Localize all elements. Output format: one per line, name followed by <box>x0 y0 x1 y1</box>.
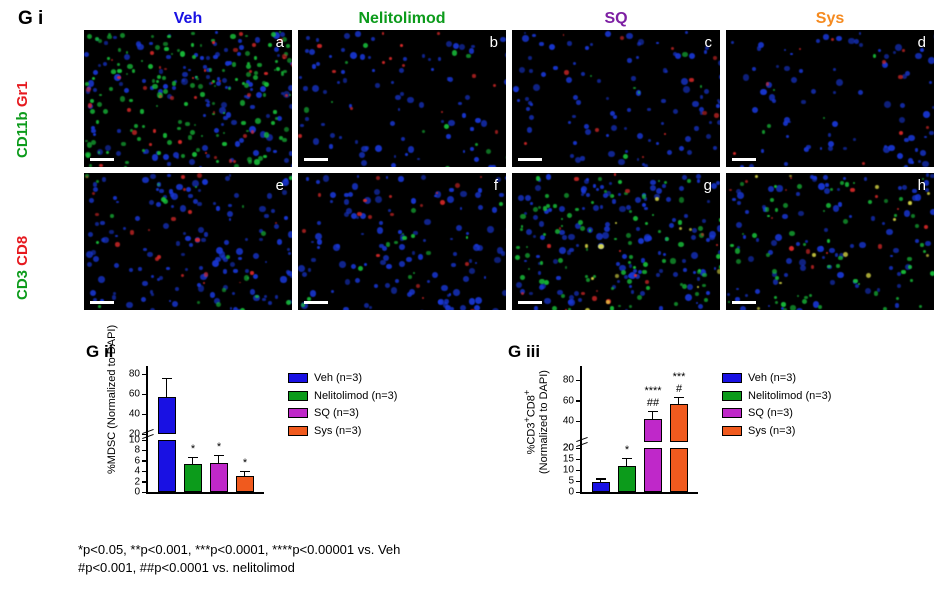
legend-item: Sys (n=3) <box>722 423 831 441</box>
row-marker-bottom: CD3 CD8 <box>14 236 31 300</box>
micrograph-letter: a <box>276 34 284 51</box>
legend-label: Sys (n=3) <box>314 425 361 437</box>
col-hdr-nelitolimod: Nelitolimod <box>298 10 506 28</box>
figure-root: G i CD11b Gr1 CD3 CD8 Veh Nelitolimod SQ… <box>0 0 948 591</box>
col-hdr-sys: Sys <box>726 10 934 28</box>
legend-label: Sys (n=3) <box>748 425 795 437</box>
col-hdr-veh: Veh <box>84 10 292 28</box>
marker-cd3: CD3 <box>14 270 31 300</box>
scale-bar <box>518 301 542 304</box>
legend-label: Veh (n=3) <box>314 372 362 384</box>
legend-item: SQ (n=3) <box>722 405 831 423</box>
legend-label: Nelitolimod (n=3) <box>748 390 831 402</box>
legend-label: Veh (n=3) <box>748 372 796 384</box>
panel-label-gii: G ii <box>86 342 468 362</box>
chart-giii: G iii %CD3+CD8+(Normalized to DAPI) 0510… <box>500 342 890 512</box>
micrograph-grid: a b c d e f g h <box>84 30 934 310</box>
column-headers: Veh Nelitolimod SQ Sys <box>84 10 934 28</box>
micrograph-a: a <box>84 30 292 167</box>
micrograph-letter: h <box>918 177 926 194</box>
marker-cd8: CD8 <box>14 236 31 266</box>
chart-gii-plot: 024681020406080*** <box>146 366 264 494</box>
scale-bar <box>732 301 756 304</box>
row-marker-top: CD11b Gr1 <box>14 81 31 158</box>
legend-swatch <box>288 391 308 401</box>
legend-swatch <box>722 391 742 401</box>
legend-item: Nelitolimod (n=3) <box>722 388 831 406</box>
scale-bar <box>732 158 756 161</box>
legend-item: Nelitolimod (n=3) <box>288 388 397 406</box>
scale-bar <box>518 158 542 161</box>
chart-giii-legend: Veh (n=3) Nelitolimod (n=3) SQ (n=3) Sys (n… <box>722 370 831 440</box>
legend-swatch <box>722 408 742 418</box>
legend-label: Nelitolimod (n=3) <box>314 390 397 402</box>
scale-bar <box>90 301 114 304</box>
significance-marker: ***# <box>659 371 699 395</box>
micrograph-f: f <box>298 173 506 310</box>
micrograph-block: Veh Nelitolimod SQ Sys a b c d e f g h <box>84 10 934 310</box>
legend-swatch <box>288 426 308 436</box>
scale-bar <box>90 158 114 161</box>
marker-cd11b: CD11b <box>14 111 31 158</box>
legend-swatch <box>288 408 308 418</box>
micrograph-g: g <box>512 173 720 310</box>
micrograph-letter: c <box>705 34 713 51</box>
legend-label: SQ (n=3) <box>314 407 359 419</box>
micrograph-e: e <box>84 173 292 310</box>
footnote-line-1: *p<0.05, **p<0.001, ***p<0.0001, ****p<0… <box>78 541 858 559</box>
marker-gr1: Gr1 <box>14 81 31 107</box>
legend-swatch <box>722 373 742 383</box>
micrograph-letter: f <box>494 177 498 194</box>
stats-footnote: *p<0.05, **p<0.001, ***p<0.0001, ****p<0… <box>78 541 858 577</box>
micrograph-c: c <box>512 30 720 167</box>
significance-marker: * <box>199 441 239 453</box>
significance-marker: * <box>607 444 647 456</box>
legend-item: Veh (n=3) <box>288 370 397 388</box>
significance-marker: * <box>225 457 265 469</box>
chart-giii-plot: 0510152020406080*****##***# <box>580 366 698 494</box>
micrograph-letter: b <box>490 34 498 51</box>
legend-item: Veh (n=3) <box>722 370 831 388</box>
micrograph-letter: d <box>918 34 926 51</box>
chart-giii-ylabel: %CD3+CD8+(Normalized to DAPI) <box>522 370 550 474</box>
footnote-line-2: #p<0.001, ##p<0.0001 vs. nelitolimod <box>78 559 858 577</box>
micrograph-letter: g <box>704 177 712 194</box>
chart-gii-ylabel: %MDSC (Normalized to DAPI) <box>106 325 118 474</box>
micrograph-b: b <box>298 30 506 167</box>
legend-swatch <box>288 373 308 383</box>
legend-item: SQ (n=3) <box>288 405 397 423</box>
chart-gii: G ii %MDSC (Normalized to DAPI) 02468102… <box>78 342 468 512</box>
panel-label-giii: G iii <box>508 342 890 362</box>
col-hdr-sq: SQ <box>512 10 720 28</box>
legend-swatch <box>722 426 742 436</box>
panel-label-gi: G i <box>18 8 43 30</box>
scale-bar <box>304 158 328 161</box>
scale-bar <box>304 301 328 304</box>
micrograph-d: d <box>726 30 934 167</box>
micrograph-h: h <box>726 173 934 310</box>
micrograph-letter: e <box>276 177 284 194</box>
legend-label: SQ (n=3) <box>748 407 793 419</box>
chart-gii-legend: Veh (n=3) Nelitolimod (n=3) SQ (n=3) Sys (n… <box>288 370 397 440</box>
legend-item: Sys (n=3) <box>288 423 397 441</box>
